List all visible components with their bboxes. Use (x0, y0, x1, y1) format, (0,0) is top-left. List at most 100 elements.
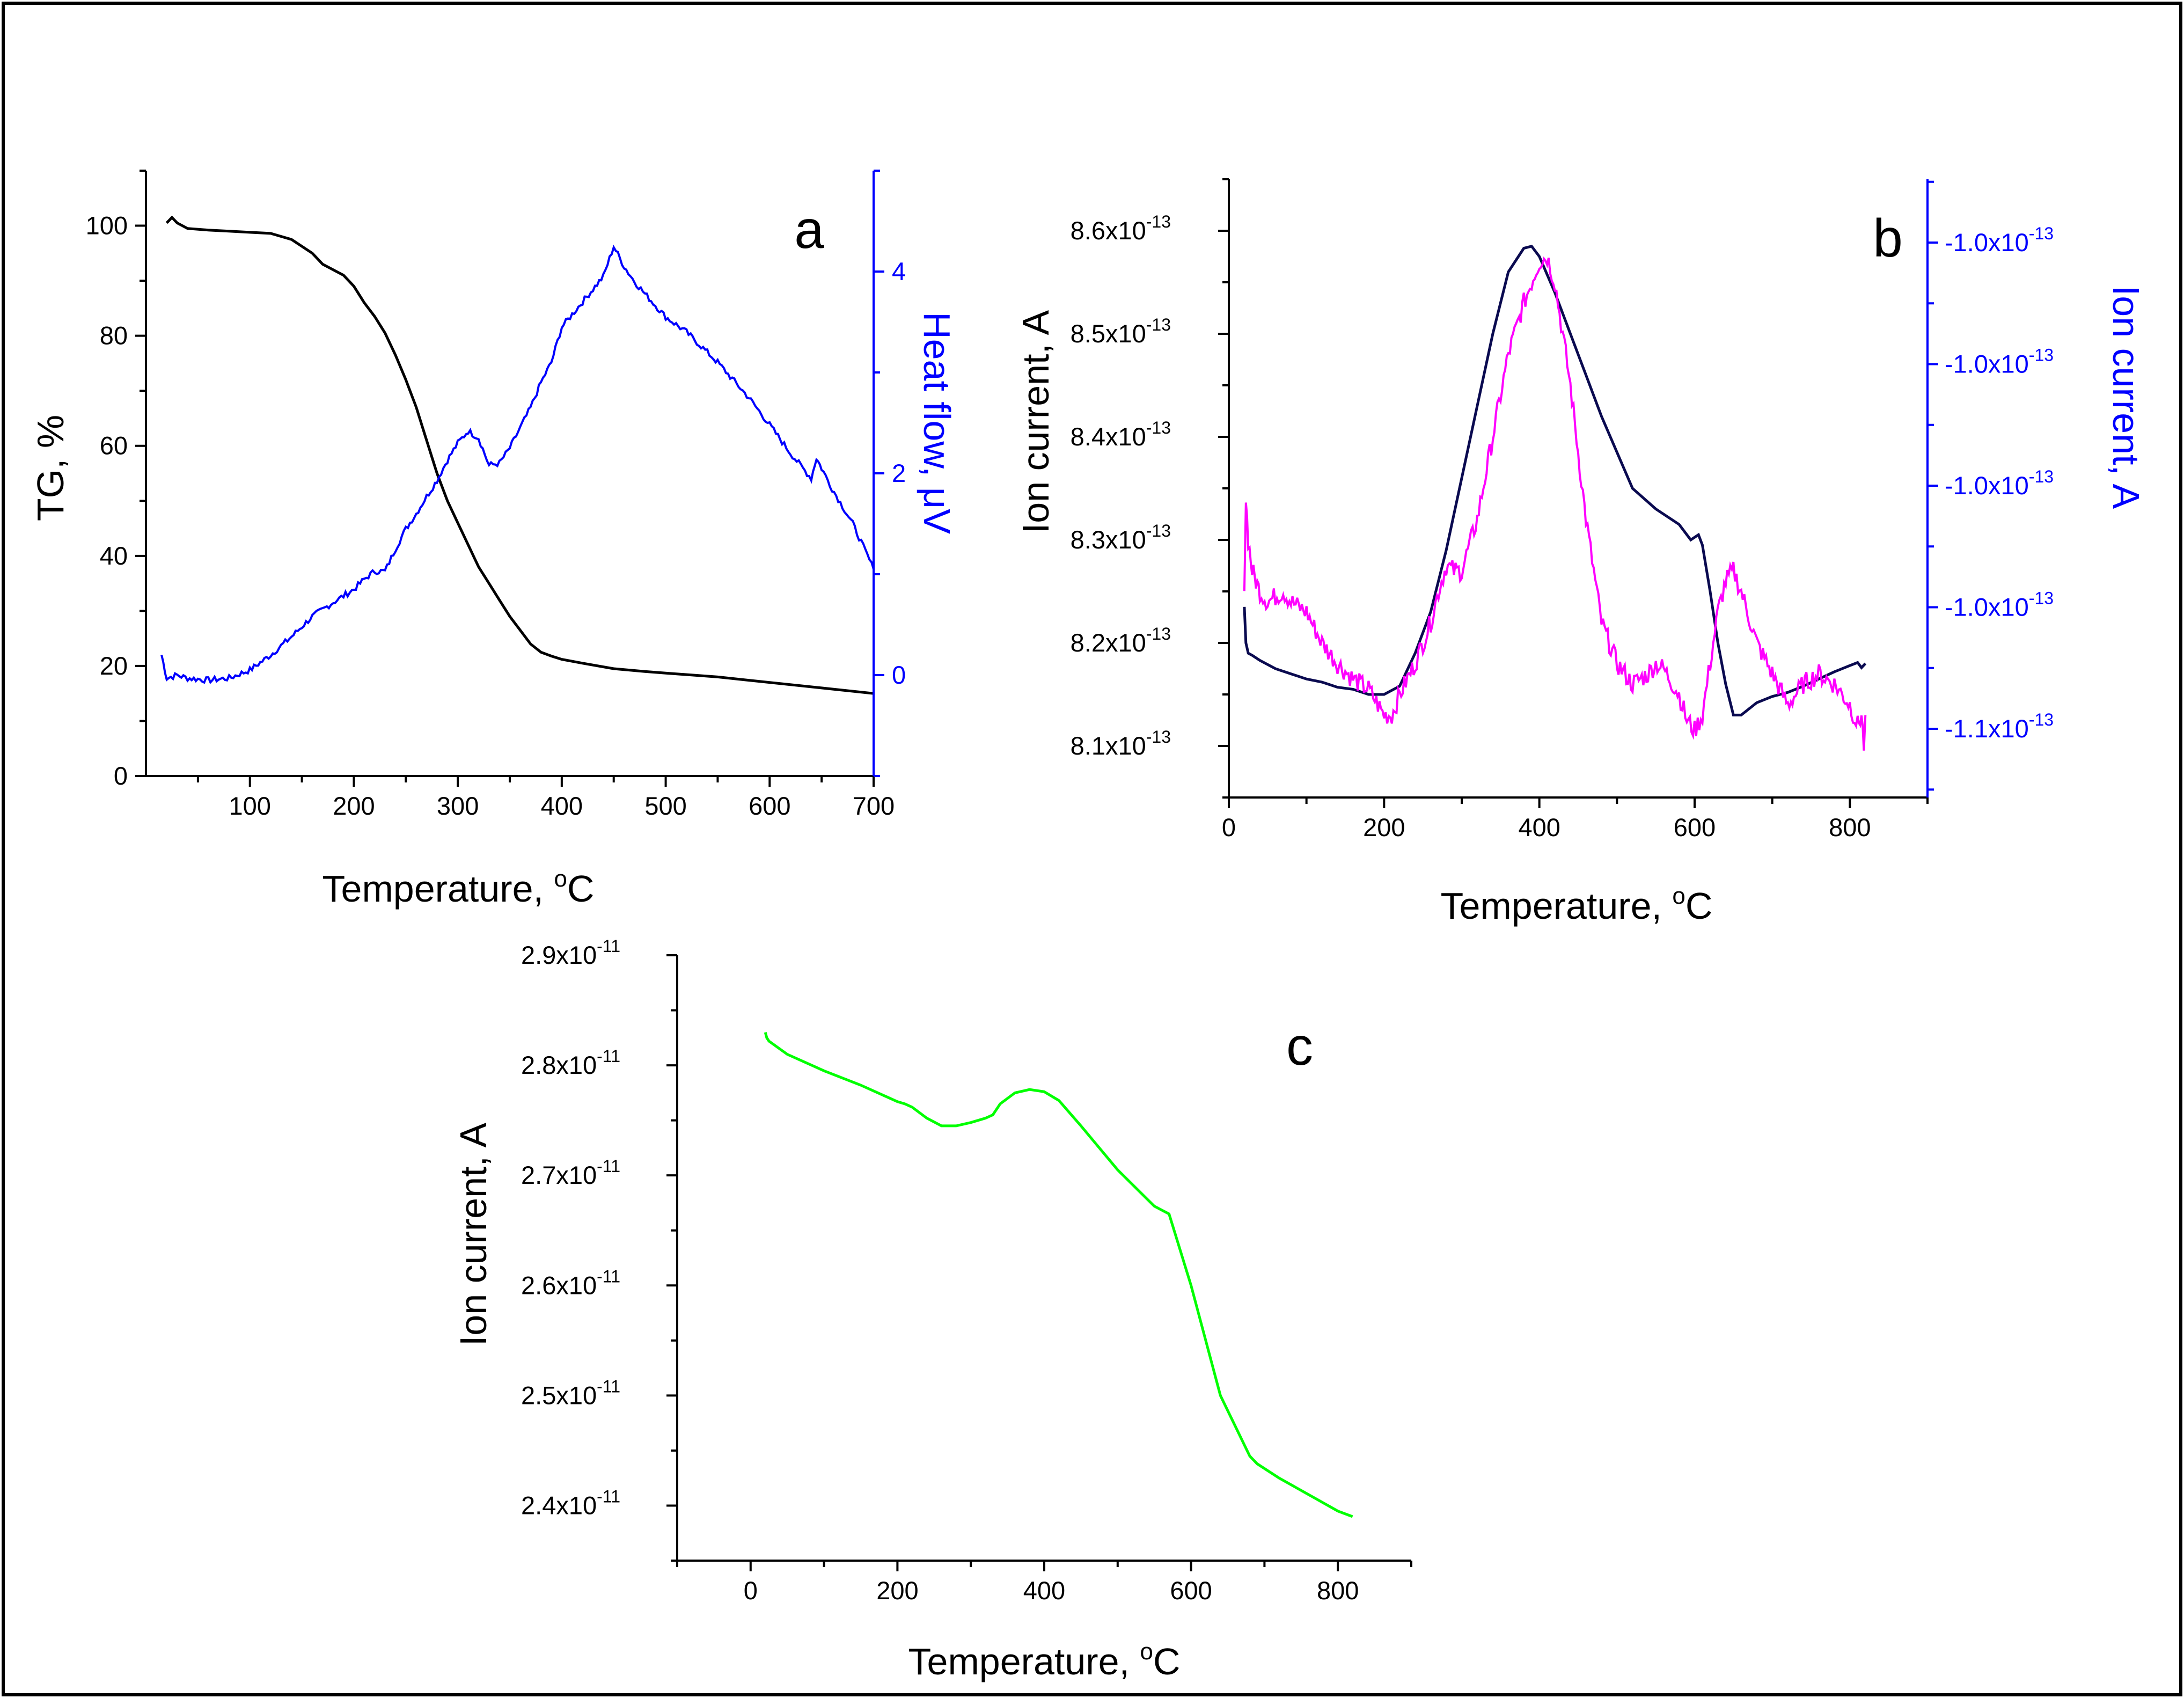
panel-a-x-tick-label: 700 (853, 792, 895, 820)
panel-b-right-tick-label: -1.0x10-13 (1945, 589, 2054, 621)
panel-b-x-tick-label: 0 (1222, 813, 1236, 841)
panel-b-navy-line (1243, 244, 1867, 716)
panel-a-left-y-axis-label: TG, % (30, 415, 71, 521)
panel-c-x-tick-label: 400 (1023, 1576, 1065, 1605)
panel-b-right-tick-label-mantissa: -1.0x10 (1945, 350, 2029, 378)
panel-c-left-tick-label: 2.6x10-11 (521, 1267, 620, 1299)
panel-a-x-tick-label: 500 (644, 792, 686, 820)
panel-b-right-tick-label: -1.0x10-13 (1945, 346, 2054, 378)
panel-b-left-tick-label-exponent: -13 (1146, 315, 1171, 334)
panel-b-right-y-axis-label: Ion current, A (2105, 286, 2147, 509)
panel-c-left-tick-label-exponent: -11 (597, 1377, 620, 1396)
panel-b-x-label-degree: o (1672, 883, 1685, 909)
panel-a-x-axis-label: Temperature, oC (323, 866, 595, 910)
panel-b-left-tick-label-exponent: -13 (1146, 521, 1171, 540)
panel-b-right-tick-label: -1.0x10-13 (1945, 467, 2054, 500)
panel-b-axes-layer: 0 200 400 600 8008.1x10-138.2x10-138.3x10-13… (1071, 178, 2054, 841)
panel-a-right-y-axis-label: Heat flow, μV (916, 312, 958, 534)
panel-b-right-tick-label-exponent: -13 (2029, 346, 2054, 365)
panel-b-left-tick-label-exponent: -13 (1146, 212, 1171, 231)
panel-a-series-layer (160, 215, 875, 695)
panel-c-left-tick-label: 2.5x10-11 (521, 1377, 620, 1409)
panel-c-ion-current-line (764, 1031, 1353, 1518)
panel-c-left-tick-label-mantissa: 2.6x10 (521, 1271, 597, 1299)
panel-a-x-tick-label: 300 (437, 792, 479, 820)
panel-a-label: a (794, 200, 824, 260)
panel-b-x-label-unit: C (1685, 885, 1713, 927)
panel-b-left-tick-label-mantissa: 8.1x10 (1071, 731, 1146, 760)
panel-b-right-tick-label: -1.1x10-13 (1945, 710, 2054, 743)
panel-c-x-axis-label: Temperature, oC (908, 1638, 1181, 1682)
panel-b-right-tick-label-mantissa: -1.0x10 (1945, 471, 2029, 500)
panel-c-left-tick-label-mantissa: 2.7x10 (521, 1161, 597, 1189)
panel-a-left-tick-label: 100 (86, 211, 128, 240)
panel-b-left-tick-label-mantissa: 8.3x10 (1071, 525, 1146, 554)
panel-b-left-tick-label: 8.2x10-13 (1071, 624, 1171, 657)
panel-c-left-tick-label-exponent: -11 (597, 1157, 620, 1176)
panel-b-series-layer (1243, 244, 1867, 751)
panel-a-axes-layer: 100 200 300 400 500 600 700 0 20 40 60 80 100 0 2 4 (86, 170, 906, 820)
panel-c-left-tick-label-exponent: -11 (597, 1267, 620, 1286)
panel-c-axes-layer: 0 200 400 600 8002.4x10-112.5x10-112.6x10-11… (521, 936, 1412, 1605)
panel-b-x-tick-label: 800 (1829, 813, 1871, 841)
panel-b-chart: 0 200 400 600 8008.1x10-138.2x10-138.3x10-13… (1015, 178, 2147, 927)
panel-c-x-tick-label: 800 (1317, 1576, 1359, 1605)
panel-c-x-tick-label: 200 (876, 1576, 918, 1605)
panel-c-left-tick-label-exponent: -11 (597, 936, 620, 956)
panel-b-left-tick-label-mantissa: 8.5x10 (1071, 319, 1146, 348)
panel-c-series-layer (764, 1031, 1353, 1518)
panel-a-left-tick-label: 0 (114, 762, 128, 790)
panel-b-left-tick-label-exponent: -13 (1146, 727, 1171, 746)
panel-b-right-tick-label-mantissa: -1.0x10 (1945, 228, 2029, 257)
panel-b-left-tick-label: 8.5x10-13 (1071, 315, 1171, 348)
panel-b-left-tick-label-mantissa: 8.6x10 (1071, 216, 1146, 245)
panel-a-x-tick-label: 100 (229, 792, 271, 820)
panel-c-x-tick-label: 600 (1170, 1576, 1212, 1605)
panel-a-x-label-degree: o (554, 866, 567, 892)
panel-b-left-tick-label: 8.1x10-13 (1071, 727, 1171, 760)
panel-c-left-tick-label: 2.9x10-11 (521, 936, 620, 969)
panel-b-right-tick-label-exponent: -13 (2029, 710, 2054, 729)
panel-a-left-tick-label: 20 (100, 652, 128, 680)
panel-b-left-tick-label: 8.6x10-13 (1071, 212, 1171, 245)
panel-a-x-tick-label: 400 (541, 792, 583, 820)
panel-b-x-axis-label: Temperature, oC (1441, 883, 1713, 927)
panel-c-x-tick-label: 0 (744, 1576, 758, 1605)
panel-c-chart: 0 200 400 600 8002.4x10-112.5x10-112.6x10-11… (452, 936, 1412, 1682)
panel-a-tg-line (165, 215, 874, 695)
panel-b-x-label-text: Temperature, (1441, 885, 1673, 927)
panel-a-x-label-text: Temperature, (323, 868, 554, 910)
panel-b-label: b (1873, 208, 1903, 268)
panel-b-left-tick-label-mantissa: 8.4x10 (1071, 422, 1146, 451)
panel-a-right-tick-label: 2 (892, 459, 906, 487)
panel-a-heat-flow-line (160, 244, 875, 684)
panel-c-x-label-unit: C (1153, 1641, 1181, 1682)
panel-b-left-tick-label: 8.4x10-13 (1071, 418, 1171, 451)
panel-a-x-tick-label: 600 (749, 792, 790, 820)
panel-a-chart: 100 200 300 400 500 600 700 0 20 40 60 80 100 0 2 4 Tem… (30, 170, 958, 910)
panel-b-right-tick-label-exponent: -13 (2029, 467, 2054, 486)
panel-a-right-tick-label: 4 (892, 257, 906, 286)
panel-a-right-tick-label: 0 (892, 661, 906, 689)
panel-c-left-tick-label: 2.8x10-11 (521, 1046, 620, 1079)
panel-b-left-tick-label-mantissa: 8.2x10 (1071, 628, 1146, 657)
panel-b-left-tick-label: 8.3x10-13 (1071, 521, 1171, 554)
panel-a-x-label-unit: C (567, 868, 595, 910)
panel-c-x-label-degree: o (1140, 1638, 1153, 1665)
panel-b-x-tick-label: 200 (1363, 813, 1405, 841)
panel-b-right-tick-label-mantissa: -1.1x10 (1945, 714, 2029, 743)
panel-c-left-tick-label: 2.4x10-11 (521, 1487, 620, 1519)
panel-b-right-tick-label: -1.0x10-13 (1945, 224, 2054, 257)
panel-c-left-tick-label-mantissa: 2.5x10 (521, 1381, 597, 1409)
panel-b-x-tick-label: 400 (1518, 813, 1560, 841)
panel-c-left-tick-label-exponent: -11 (597, 1046, 620, 1066)
panel-a-left-tick-label: 80 (100, 321, 128, 350)
panel-b-left-y-axis-label: Ion current, A (1015, 310, 1057, 534)
panel-c-left-tick-label-exponent: -11 (597, 1487, 620, 1506)
panel-c-left-tick-label-mantissa: 2.4x10 (521, 1491, 597, 1519)
panel-a-x-tick-label: 200 (333, 792, 375, 820)
panel-c-y-axis-label: Ion current, A (452, 1123, 494, 1346)
panel-c-left-tick-label-mantissa: 2.8x10 (521, 1051, 597, 1079)
